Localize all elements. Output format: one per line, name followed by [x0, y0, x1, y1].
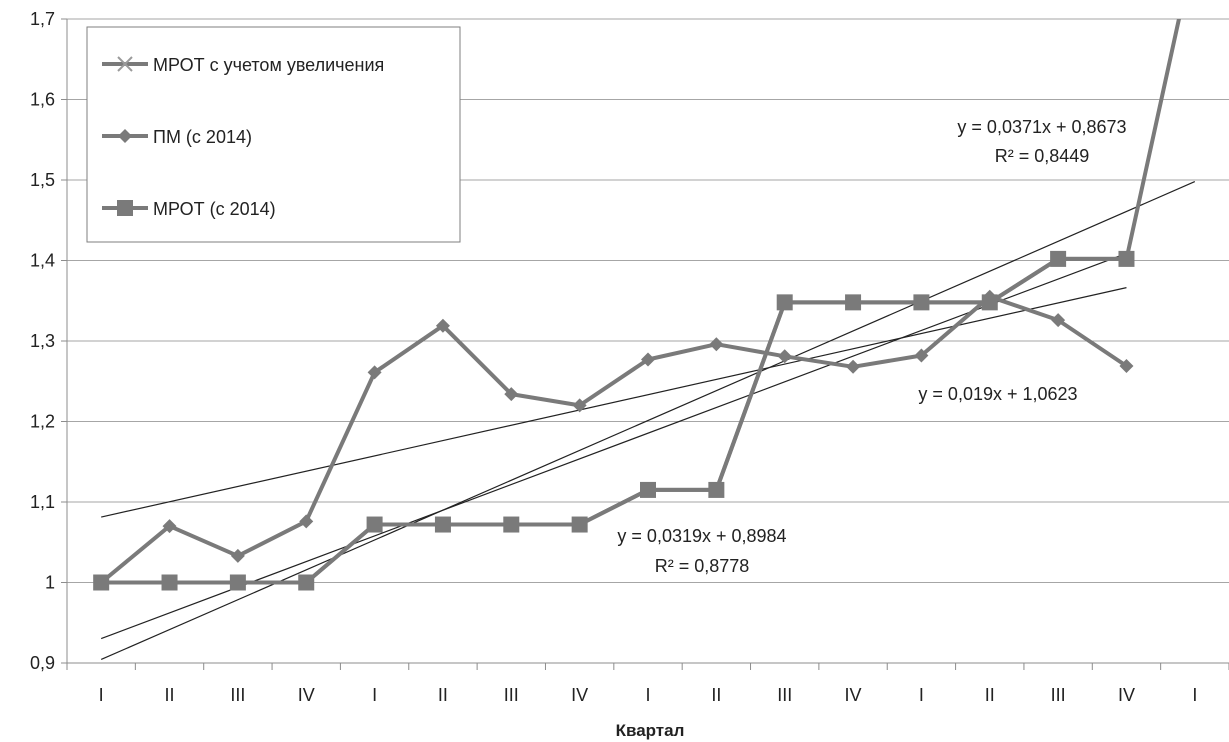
data-point-square — [981, 294, 998, 311]
x-tick-label: III — [777, 685, 792, 705]
legend-label-1: МРОТ с учетом увеличения — [153, 55, 384, 75]
data-point-square — [298, 574, 315, 591]
trendline-1 — [100, 181, 1196, 661]
trend-annotation-3: y = 0,0319x + 0,8984 R² = 0,8778 — [617, 526, 786, 576]
legend-item-pm: ПМ (с 2014) — [102, 127, 252, 147]
x-tick-label: II — [711, 685, 721, 705]
legend-label-3: МРОТ (с 2014) — [153, 199, 276, 219]
x-tick-label: II — [985, 685, 995, 705]
legend: МРОТ с учетом увеличения ПМ (с 2014) МРО… — [86, 26, 461, 243]
data-point-diamond — [1051, 313, 1066, 328]
y-tick-label: 1,3 — [30, 331, 55, 351]
x-tick-label: III — [1051, 685, 1066, 705]
trendlines — [100, 181, 1196, 661]
legend-item-mrot-increase: МРОТ с учетом увеличения — [102, 55, 384, 75]
data-point-square — [776, 294, 793, 311]
data-point-square — [229, 574, 246, 591]
data-point-square — [913, 294, 930, 311]
x-tick-label: IV — [845, 685, 862, 705]
axes — [61, 18, 1229, 670]
x-tick-label: I — [919, 685, 924, 705]
x-tick-label: IV — [571, 685, 588, 705]
data-point-square — [571, 516, 588, 533]
legend-label-2: ПМ (с 2014) — [153, 127, 252, 147]
data-point-diamond — [846, 359, 861, 374]
trend-equation-2: y = 0,019x + 1,0623 — [918, 384, 1077, 404]
data-point-diamond — [299, 514, 314, 529]
data-point-diamond — [367, 365, 382, 380]
y-tick-label: 1,1 — [30, 492, 55, 512]
series-line-3 — [101, 256, 1127, 585]
x-tick-label: III — [504, 685, 519, 705]
x-tick-labels: I II III IV I II III IV I II III IV I II III IV I — [99, 685, 1198, 705]
data-point-square — [708, 481, 725, 498]
x-tick-label: I — [99, 685, 104, 705]
x-tick-label: IV — [1118, 685, 1135, 705]
trendline-3 — [100, 252, 1127, 640]
x-tick-label: I — [645, 685, 650, 705]
data-point-diamond — [709, 337, 724, 352]
data-point-diamond — [504, 387, 519, 402]
legend-item-mrot: МРОТ (с 2014) — [102, 199, 276, 219]
x-axis-title: Квартал — [616, 721, 685, 740]
trend-annotation-1: y = 0,0371x + 0,8673 R² = 0,8449 — [957, 117, 1126, 166]
series-line-2 — [99, 294, 1128, 585]
trend-r2-1: R² = 0,8449 — [995, 146, 1090, 166]
trend-equation-3: y = 0,0319x + 0,8984 — [617, 526, 786, 546]
y-tick-label: 1,4 — [30, 251, 55, 271]
data-point-square — [434, 516, 451, 533]
trend-equation-1: y = 0,0371x + 0,8673 — [957, 117, 1126, 137]
data-point-diamond — [572, 398, 587, 413]
y-tick-label: 1 — [45, 573, 55, 593]
x-tick-label: I — [1192, 685, 1197, 705]
series — [93, 19, 1181, 591]
trend-r2-3: R² = 0,8778 — [655, 556, 750, 576]
y-tick-labels: 0,9 1 1,1 1,2 1,3 1,4 1,5 1,6 1,7 — [30, 9, 55, 673]
data-point-square — [640, 481, 656, 498]
data-point-square — [366, 516, 383, 533]
x-tick-label: II — [438, 685, 448, 705]
data-point-square — [845, 294, 862, 311]
x-tick-label: II — [165, 685, 175, 705]
data-point-square — [161, 574, 178, 591]
trend-annotation-2: y = 0,019x + 1,0623 — [918, 384, 1077, 404]
data-point-square — [1050, 250, 1067, 267]
data-point-diamond — [777, 349, 792, 364]
square-marker-icon — [117, 200, 133, 216]
data-point-diamond — [641, 352, 655, 367]
data-point-diamond — [162, 519, 177, 534]
data-point-diamond — [1119, 358, 1134, 373]
data-point-diamond — [230, 548, 245, 563]
x-tick-label: I — [372, 685, 377, 705]
y-tick-label: 1,2 — [30, 412, 55, 432]
data-point-square — [1118, 250, 1135, 267]
legend-box — [86, 26, 461, 243]
y-tick-label: 1,5 — [30, 170, 55, 190]
data-point-diamond — [435, 318, 450, 333]
diamond-marker-icon — [118, 129, 132, 143]
data-point-diamond — [914, 348, 929, 363]
data-point-square — [503, 516, 520, 533]
x-marker-icon — [117, 56, 133, 72]
y-tick-label: 0,9 — [30, 653, 55, 673]
x-tick-label: IV — [298, 685, 315, 705]
data-point-square — [93, 574, 110, 591]
y-tick-label: 1,7 — [30, 9, 55, 29]
y-tick-label: 1,6 — [30, 90, 55, 110]
x-tick-label: III — [230, 685, 245, 705]
